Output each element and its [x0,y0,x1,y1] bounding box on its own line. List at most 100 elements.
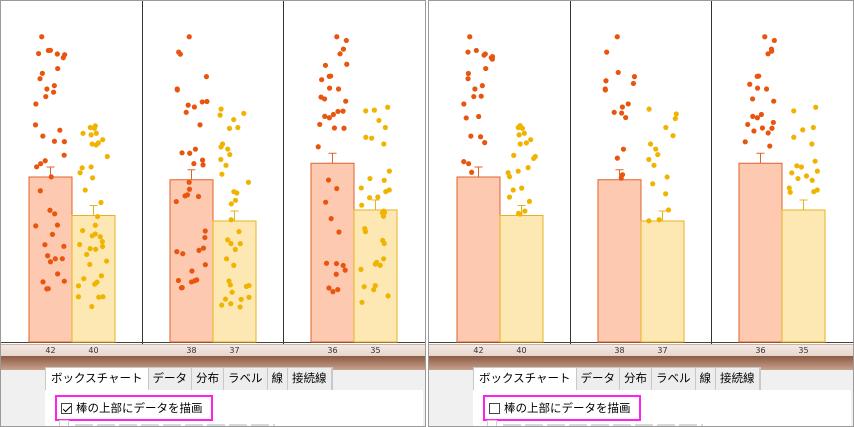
data-point [381,177,387,183]
data-point [191,104,197,110]
data-point [489,56,495,62]
data-point [603,78,609,84]
tab-label[interactable]: ラベル [224,368,268,390]
data-point [655,151,661,158]
data-point [623,114,629,121]
faded-checkbox [487,420,497,426]
data-point [204,98,210,105]
data-point [663,124,669,131]
data-point [663,191,669,197]
data-point [328,216,334,222]
data-point [506,194,513,200]
data-point [770,119,776,126]
data-point [481,52,487,58]
data-point [236,228,242,235]
data-point [186,186,193,192]
count-strip: 42 40 38 37 36 35 [429,344,853,356]
data-point [343,98,349,104]
data-point [334,185,340,192]
data-point [82,187,88,193]
tab-box-chart[interactable]: ボックスチャート [474,368,577,390]
data-point [192,146,199,152]
tab-line[interactable]: 線 [268,368,289,390]
tab-data[interactable]: データ [149,368,193,390]
tab-distribution[interactable]: 分布 [192,368,225,390]
data-point [218,106,224,112]
data-point [745,121,751,128]
data-point [218,156,224,163]
tab-data[interactable]: データ [577,368,621,390]
data-point [52,256,58,262]
data-point [61,278,67,284]
data-point [528,137,534,143]
data-point [335,108,341,115]
data-point [366,195,373,201]
data-point [336,229,342,235]
data-point [344,61,350,67]
data-point [55,271,61,277]
data-point [759,125,766,131]
count-label: 37 [657,346,668,355]
data-point [89,303,95,310]
draw-data-on-top-checkbox[interactable] [61,402,72,414]
data-point [337,51,343,57]
draw-data-on-top-option[interactable]: 棒の上部にデータを描画 [55,395,213,421]
data-point [80,130,86,136]
data-point [104,258,110,264]
data-point [472,86,478,92]
bar [781,209,826,343]
data-point [376,117,382,124]
data-point [372,283,378,289]
data-point [180,251,186,257]
data-point [522,208,528,214]
settings-tabs: ボックスチャート データ 分布 ラベル線接続線 [45,367,333,391]
data-point [197,122,203,128]
data-point [43,93,49,100]
data-point [363,134,369,140]
data-point [45,253,51,259]
tab-connector[interactable]: 接続線 [716,368,760,390]
data-point [186,34,192,40]
data-point [218,144,224,150]
data-point [45,286,51,292]
tab-connector[interactable]: 接続線 [288,368,332,390]
data-point [49,231,56,237]
data-point [630,80,637,87]
data-point [92,222,98,228]
data-point [59,256,65,262]
data-point [81,276,87,282]
data-point [765,130,771,136]
data-point [479,83,485,89]
data-point [47,47,54,53]
tab-line[interactable]: 線 [696,368,717,390]
tab-box-chart[interactable]: ボックスチャート [46,368,149,390]
data-point [791,134,797,140]
draw-data-on-top-option[interactable]: 棒の上部にデータを描画 [483,395,641,421]
data-point [38,161,44,167]
tab-distribution[interactable]: 分布 [620,368,653,390]
data-point [80,227,86,234]
data-point [672,115,678,122]
count-label: 42 [473,346,484,355]
data-point [51,83,57,89]
data-point [173,198,179,205]
data-point [232,197,239,203]
draw-data-on-top-checkbox[interactable] [489,402,500,414]
data-point [653,146,659,152]
data-point [385,104,391,110]
data-point [323,260,330,266]
data-point [787,189,793,195]
data-point [194,277,200,283]
data-point [225,146,231,152]
data-point [611,109,617,115]
tab-label[interactable]: ラベル [652,368,696,390]
data-point [482,140,488,146]
data-point [358,266,364,272]
data-point [44,86,50,92]
data-point [75,294,82,300]
data-point [84,251,90,258]
data-point [341,125,347,131]
plot-area [429,1,853,344]
data-point [179,285,185,291]
data-point [614,155,620,161]
